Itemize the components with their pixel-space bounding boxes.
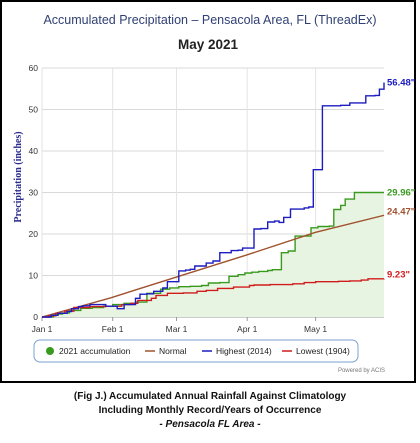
end-label-highest-2014: 56.48" <box>387 78 415 89</box>
y-axis-ticks: 0 10 20 30 40 50 60 <box>29 63 39 322</box>
series-line-highest-2014 <box>42 82 385 318</box>
legend-item-2021[interactable]: 2021 accumulation <box>46 346 131 356</box>
legend-item-highest[interactable]: Highest (2014) <box>202 346 272 356</box>
y-tick-label-50: 50 <box>29 105 39 115</box>
y-tick-label-10: 10 <box>29 271 39 281</box>
legend-label-highest: Highest (2014) <box>216 346 272 356</box>
legend-item-normal[interactable]: Normal <box>145 346 187 356</box>
y-tick-label-60: 60 <box>29 63 39 73</box>
chart-title: Accumulated Precipitation – Pensacola Ar… <box>43 13 376 27</box>
end-label-lowest-1904: 9.23" <box>387 270 410 281</box>
x-tick-label-1: Feb 1 <box>102 324 124 334</box>
y-tick-label-0: 0 <box>33 312 38 322</box>
chart-subtitle: May 2021 <box>178 37 239 52</box>
y-tick-label-40: 40 <box>29 146 39 156</box>
series-line-normal <box>41 214 385 318</box>
caption-line-1: (Fig J.) Accumulated Annual Rainfall Aga… <box>73 391 347 402</box>
x-tick-label-0: Jan 1 <box>32 324 53 334</box>
series-area-2021-accumulation <box>42 192 384 317</box>
end-label-normal: 24.47" <box>387 206 415 217</box>
legend-box <box>33 339 359 363</box>
y-axis-label: Precipitation (inches) <box>13 131 24 222</box>
x-tick-label-3: Apr 1 <box>237 324 258 334</box>
series-layer <box>41 82 385 318</box>
legend-item-lowest[interactable]: Lowest (1904) <box>282 346 350 356</box>
chart-frame: Accumulated Precipitation – Pensacola Ar… <box>0 0 416 383</box>
caption-line-3: - Pensacola FL Area - <box>159 419 261 430</box>
y-tick-label-30: 30 <box>29 188 39 198</box>
legend-label-lowest: Lowest (1904) <box>296 346 350 356</box>
series-line-lowest-1904 <box>42 278 385 318</box>
end-label-2021-accumulation: 29.96" <box>387 188 415 199</box>
x-tick-label-4: May 1 <box>304 324 327 334</box>
legend: 2021 accumulation Normal Highest (2014) … <box>33 339 359 363</box>
legend-label-2021: 2021 accumulation <box>59 346 131 356</box>
caption-line-2: Including Monthly Record/Years of Occurr… <box>98 405 322 416</box>
legend-marker-2021 <box>46 347 54 355</box>
credit-text[interactable]: Powered by ACIS <box>338 368 385 374</box>
y-tick-label-20: 20 <box>29 229 39 239</box>
x-axis-ticks: Jan 1 Feb 1 Mar 1 Apr 1 May 1 <box>32 317 327 334</box>
end-labels: 29.96" 24.47" 56.48" 9.23" <box>387 78 415 281</box>
x-tick-label-2: Mar 1 <box>166 324 188 334</box>
legend-label-normal: Normal <box>159 346 187 356</box>
precipitation-chart: Accumulated Precipitation – Pensacola Ar… <box>13 13 415 374</box>
